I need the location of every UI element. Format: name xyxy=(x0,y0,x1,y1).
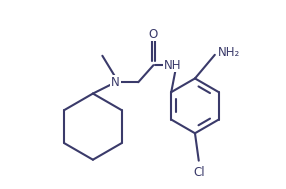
Text: NH₂: NH₂ xyxy=(218,46,240,59)
Text: N: N xyxy=(111,76,120,89)
Text: O: O xyxy=(149,28,158,40)
Text: Cl: Cl xyxy=(193,166,204,179)
Text: NH: NH xyxy=(164,59,181,72)
Text: methyl: methyl xyxy=(101,50,106,51)
